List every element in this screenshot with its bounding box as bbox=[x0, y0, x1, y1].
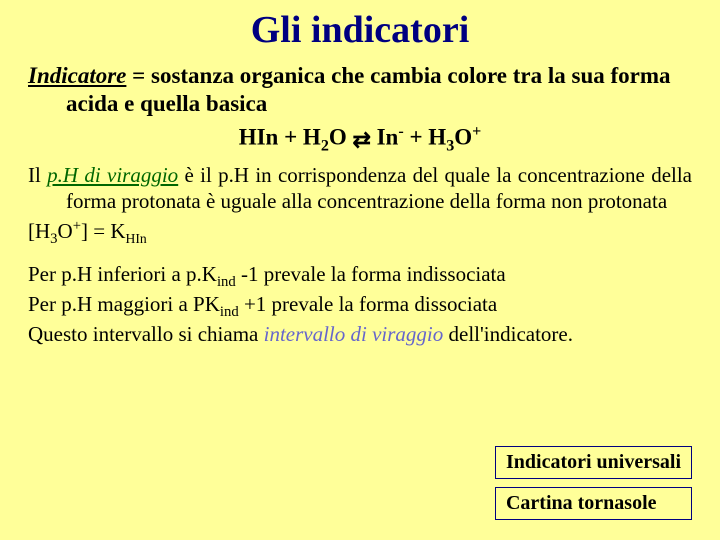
k-a: [H bbox=[28, 219, 50, 243]
definition-rest: = sostanza organica che cambia colore tr… bbox=[66, 63, 671, 116]
l2a: Per p.H maggiori a PK bbox=[28, 292, 220, 316]
box-indicatori-universali: Indicatori universali bbox=[495, 446, 692, 479]
eqn-supplus: + bbox=[472, 123, 481, 140]
eqn-rhs2: + H bbox=[404, 125, 447, 150]
eqn-rhs3: O bbox=[454, 125, 472, 150]
k-c: ] = K bbox=[81, 219, 126, 243]
slide: Gli indicatori Indicatore = sostanza org… bbox=[0, 0, 720, 540]
equilibrium-arrow-icon: ⇄ bbox=[353, 130, 371, 152]
k-subhin: HIn bbox=[126, 231, 147, 246]
eqn-lhs2: O bbox=[329, 125, 353, 150]
line-intervallo: Questo intervallo si chiama intervallo d… bbox=[28, 322, 692, 347]
intervallo-term: intervallo di viraggio bbox=[264, 322, 444, 346]
slide-title: Gli indicatori bbox=[28, 8, 692, 52]
definition-line: Indicatore = sostanza organica che cambi… bbox=[28, 62, 692, 117]
equation: HIn + H2O ⇄ In- + H3O+ bbox=[28, 123, 692, 155]
line-maggiori: Per p.H maggiori a PKind +1 prevale la f… bbox=[28, 292, 692, 322]
k-sub3: 3 bbox=[50, 231, 57, 247]
line-inferiori: Per p.H inferiori a p.Kind -1 prevale la… bbox=[28, 262, 692, 292]
eqn-sub2a: 2 bbox=[321, 137, 329, 154]
ph-viraggio-term: p.H di viraggio bbox=[47, 163, 178, 187]
l1a: Per p.H inferiori a p.K bbox=[28, 262, 217, 286]
info-boxes: Indicatori universali Cartina tornasole bbox=[495, 438, 692, 520]
eqn-rhs1: In bbox=[371, 125, 399, 150]
l2sub: ind bbox=[220, 304, 239, 320]
definition-term: Indicatore bbox=[28, 63, 126, 88]
l3b: dell'indicatore. bbox=[443, 322, 573, 346]
l1sub: ind bbox=[217, 274, 236, 290]
l1b: -1 prevale la forma indissociata bbox=[236, 262, 506, 286]
k-b: O bbox=[58, 219, 73, 243]
paragraph-viraggio: Il p.H di viraggio è il p.H in corrispon… bbox=[28, 163, 692, 213]
l3a: Questo intervallo si chiama bbox=[28, 322, 264, 346]
k-supplus: + bbox=[73, 218, 81, 234]
l2b: +1 prevale la forma dissociata bbox=[239, 292, 498, 316]
k-equation: [H3O+] = KHIn bbox=[28, 218, 692, 248]
box-cartina-tornasole: Cartina tornasole bbox=[495, 487, 692, 520]
para1-p1: Il bbox=[28, 163, 47, 187]
eqn-lhs1: HIn + H bbox=[239, 125, 321, 150]
